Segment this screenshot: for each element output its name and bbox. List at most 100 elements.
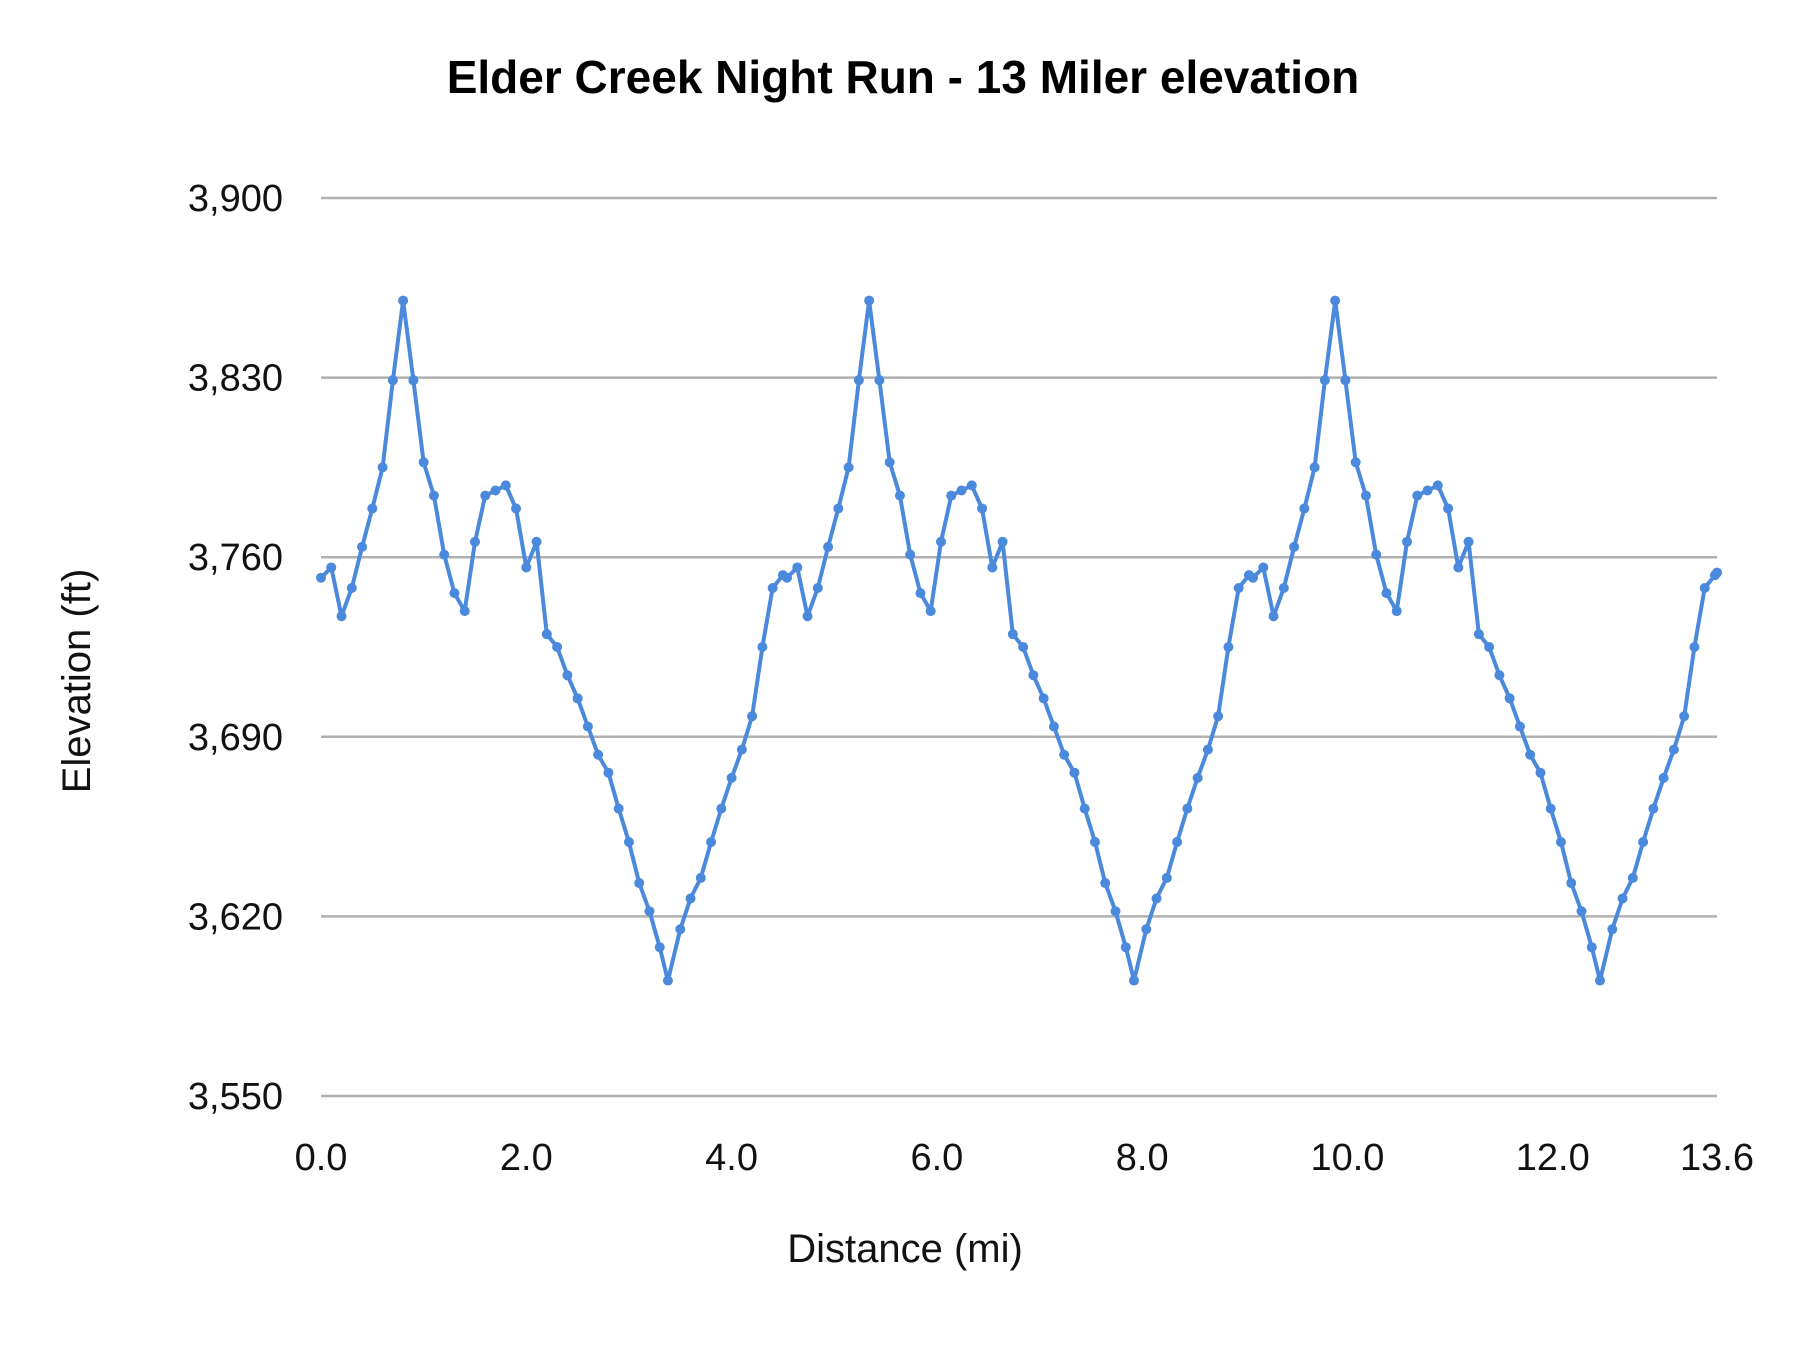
data-point: [1223, 642, 1234, 652]
data-point: [603, 767, 614, 778]
data-point: [1141, 924, 1152, 935]
data-point: [747, 711, 758, 722]
data-point: [1048, 721, 1059, 732]
data-point: [884, 457, 895, 468]
data-point: [675, 924, 686, 935]
data-point: [802, 611, 813, 622]
elevation-series: [316, 295, 1722, 986]
data-point: [1172, 836, 1183, 847]
data-point: [843, 462, 854, 473]
data-point: [428, 490, 439, 501]
data-point: [1018, 642, 1029, 652]
data-point: [1668, 744, 1679, 755]
data-point: [582, 721, 593, 732]
data-point: [1535, 767, 1546, 778]
data-point: [956, 485, 967, 496]
data-point: [1120, 942, 1131, 953]
data-point: [644, 906, 655, 917]
data-point: [562, 670, 573, 681]
x-tick-label: 13.6: [1680, 1137, 1754, 1179]
data-point: [1192, 772, 1203, 783]
data-point: [1059, 749, 1070, 760]
data-point: [1100, 878, 1111, 889]
data-point: [1182, 803, 1193, 814]
data-point: [531, 536, 542, 547]
data-point: [1233, 582, 1244, 593]
series-line: [319, 298, 1719, 983]
data-point: [1089, 836, 1100, 847]
data-point: [1340, 375, 1351, 386]
data-point: [915, 588, 926, 599]
data-point: [1586, 942, 1597, 953]
data-point: [1248, 572, 1259, 583]
chart-title: Elder Creek Night Run - 13 Miler elevati…: [447, 51, 1360, 103]
data-point: [812, 582, 823, 593]
data-point: [336, 611, 347, 622]
data-point: [1330, 295, 1341, 306]
data-point: [613, 803, 624, 814]
data-point: [757, 642, 768, 652]
data-point: [987, 562, 998, 573]
data-point: [346, 582, 357, 593]
data-point: [408, 375, 419, 386]
data-point: [1299, 503, 1310, 514]
data-point: [1443, 503, 1454, 514]
data-point: [662, 975, 673, 986]
data-point: [521, 562, 532, 573]
data-point: [977, 503, 988, 514]
x-tick-label: 8.0: [1116, 1137, 1169, 1179]
data-point: [695, 872, 706, 883]
data-point: [1161, 872, 1172, 883]
data-point: [1607, 924, 1618, 935]
data-point: [966, 480, 977, 491]
data-point: [1402, 536, 1413, 547]
data-point: [767, 582, 778, 593]
data-point: [1069, 767, 1080, 778]
data-point: [1038, 693, 1049, 704]
x-tick-label: 10.0: [1310, 1137, 1384, 1179]
data-point: [1289, 541, 1300, 552]
data-point: [1545, 803, 1556, 814]
data-point: [1278, 582, 1289, 593]
data-point: [1381, 588, 1392, 599]
data-point: [1627, 872, 1638, 883]
data-point: [1679, 711, 1690, 722]
data-point: [572, 693, 583, 704]
data-point: [1422, 485, 1433, 496]
data-point: [1412, 490, 1423, 501]
x-axis-label: Distance (mi): [787, 1227, 1023, 1271]
data-point: [726, 772, 737, 783]
data-point: [997, 536, 1008, 547]
data-point: [593, 749, 604, 760]
y-axis-label: Elevation (ft): [55, 569, 99, 794]
y-tick-label: 3,900: [188, 178, 283, 220]
data-point: [685, 893, 696, 904]
data-point: [874, 375, 885, 386]
data-point: [1079, 803, 1090, 814]
data-point: [1514, 721, 1525, 732]
y-tick-label: 3,550: [188, 1076, 283, 1118]
data-point: [1202, 744, 1213, 755]
data-point: [1371, 549, 1382, 560]
data-point: [367, 503, 378, 514]
data-point: [864, 295, 875, 306]
data-point: [1555, 836, 1566, 847]
data-point: [905, 549, 916, 560]
data-point: [439, 549, 450, 560]
data-point: [469, 536, 480, 547]
x-tick-label: 4.0: [705, 1137, 758, 1179]
data-point: [706, 836, 717, 847]
data-point: [1350, 457, 1361, 468]
data-point: [1566, 878, 1577, 889]
x-axis-ticks: 0.0 2.0 4.0 6.0 8.0 10.0 12.0 13.6: [295, 1137, 1754, 1179]
data-point: [1473, 629, 1484, 640]
data-point: [1658, 772, 1669, 783]
data-point: [1699, 582, 1710, 593]
data-point: [716, 803, 727, 814]
gridlines: [321, 196, 1717, 1098]
data-point: [1484, 642, 1495, 652]
x-tick-label: 0.0: [295, 1137, 348, 1179]
data-point: [833, 503, 844, 514]
data-point: [1638, 836, 1649, 847]
